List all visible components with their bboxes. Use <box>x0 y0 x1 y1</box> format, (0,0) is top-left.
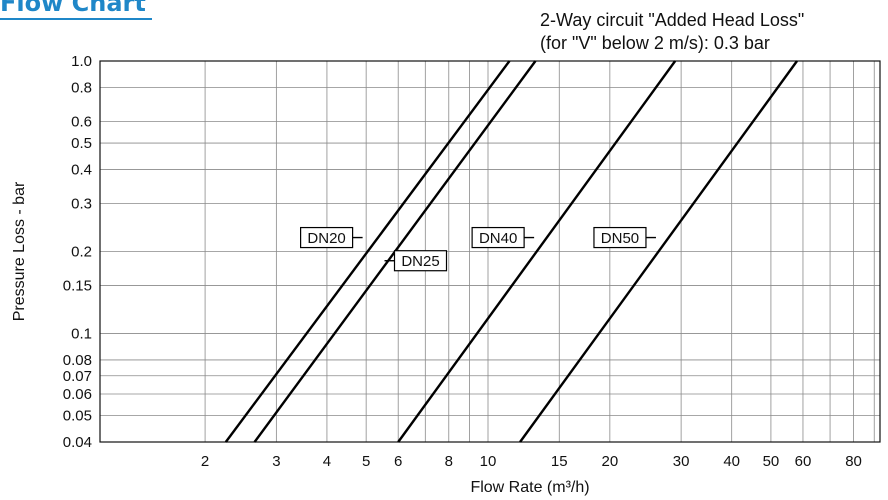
x-tick-label: 60 <box>795 453 812 470</box>
x-tick-label: 8 <box>445 453 453 470</box>
x-tick-label: 20 <box>602 453 619 470</box>
series-label-dn40: DN40 <box>471 226 535 249</box>
x-tick-label: 6 <box>394 453 402 470</box>
label-box-dn50 <box>593 226 647 249</box>
y-axis-label: Pressure Loss - bar <box>11 181 28 321</box>
series-label-dn25: DN25 <box>384 250 448 272</box>
series-line-dn40 <box>397 60 677 443</box>
x-tick-label: 10 <box>480 453 497 470</box>
grid-layer <box>100 60 880 443</box>
y-tick-label: 0.06 <box>63 386 92 403</box>
label-text-dn40: DN40 <box>479 230 517 247</box>
x-tick-label: 2 <box>201 453 209 470</box>
y-tick-label: 0.2 <box>71 244 92 261</box>
ticks-layer: 2 3 4 5 6 8 10 15 20 30 40 50 60 800.040.050.060.070.… <box>63 53 862 470</box>
plot-frame <box>99 60 881 443</box>
label-text-dn20: DN20 <box>307 230 345 247</box>
x-tick-label: 4 <box>323 453 331 470</box>
y-tick-label: 0.1 <box>71 326 92 343</box>
label-box-dn40 <box>471 226 525 249</box>
head-loss-note-line-2: (for "V" below 2 m/s): 0.3 bar <box>540 33 770 53</box>
x-tick-label: 5 <box>362 453 370 470</box>
x-tick-label: 15 <box>551 453 568 470</box>
x-tick-label: 30 <box>673 453 690 470</box>
y-tick-label: 0.07 <box>63 368 92 385</box>
y-tick-label: 0.05 <box>63 408 92 425</box>
page-title: Flow Chart <box>0 0 152 20</box>
y-tick-label: 0.3 <box>71 196 92 213</box>
x-tick-label: 40 <box>723 453 740 470</box>
y-tick-label: 0.8 <box>71 79 92 96</box>
label-box-dn20 <box>300 226 354 249</box>
label-text-dn50: DN50 <box>601 230 639 247</box>
y-tick-label: 0.08 <box>63 352 92 369</box>
label-text-dn25: DN25 <box>401 253 439 270</box>
y-tick-label: 0.04 <box>63 434 92 451</box>
series-label-dn50: DN50 <box>593 226 656 249</box>
y-tick-label: 0.6 <box>71 113 92 130</box>
x-tick-label: 3 <box>272 453 280 470</box>
series-layer: DN20 DN25 DN40 DN50 <box>224 60 798 443</box>
series-line-dn50 <box>519 60 798 443</box>
series-line-dn20 <box>224 60 511 443</box>
label-box-dn25 <box>393 250 448 272</box>
x-tick-label: 80 <box>845 453 862 470</box>
series-label-dn20: DN20 <box>300 226 363 249</box>
y-tick-label: 0.4 <box>71 161 92 178</box>
x-tick-label: 50 <box>763 453 780 470</box>
x-axis-label: Flow Rate (m³/h) <box>470 479 589 496</box>
y-tick-label: 0.15 <box>63 278 92 295</box>
y-tick-label: 1.0 <box>71 53 92 70</box>
y-tick-label: 0.5 <box>71 135 92 152</box>
head-loss-note-line-1: 2-Way circuit "Added Head Loss" <box>540 10 805 30</box>
